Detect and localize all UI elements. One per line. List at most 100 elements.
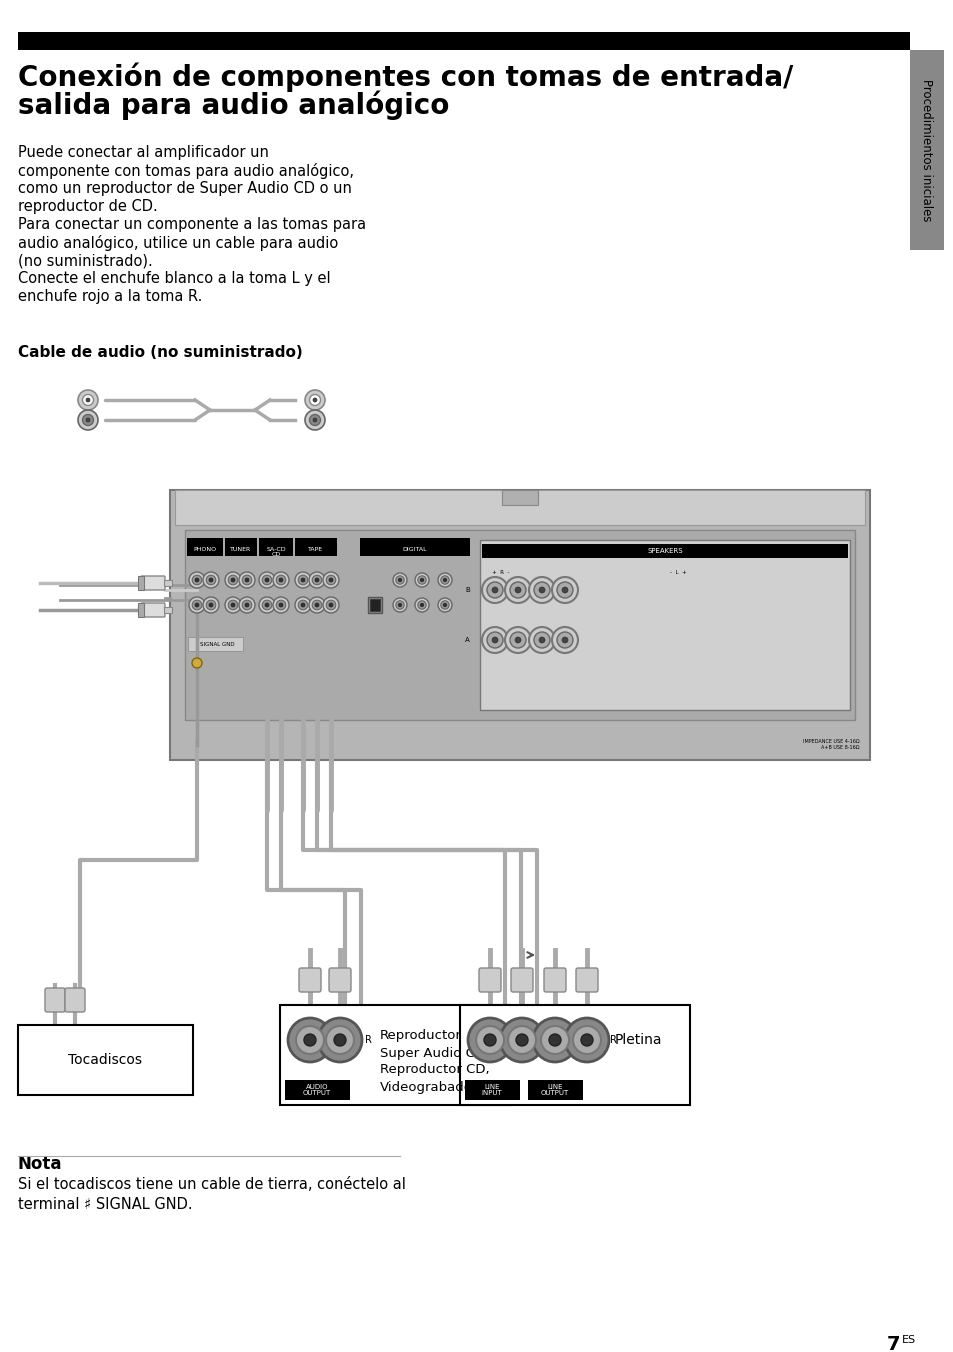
- Circle shape: [313, 397, 316, 402]
- Circle shape: [516, 1034, 527, 1046]
- Circle shape: [225, 572, 241, 588]
- Text: ♯: ♯: [194, 658, 199, 668]
- Text: L: L: [578, 1036, 583, 1045]
- Circle shape: [395, 600, 404, 610]
- Circle shape: [206, 600, 215, 610]
- Circle shape: [273, 598, 289, 612]
- Text: salida para audio analógico: salida para audio analógico: [18, 91, 449, 119]
- Text: TAPE: TAPE: [308, 548, 323, 552]
- Circle shape: [548, 1034, 560, 1046]
- Circle shape: [295, 1026, 324, 1055]
- Text: (no suministrado).: (no suministrado).: [18, 253, 152, 268]
- Circle shape: [437, 598, 452, 612]
- Circle shape: [203, 572, 219, 588]
- FancyBboxPatch shape: [511, 968, 533, 992]
- Text: Tocadiscos: Tocadiscos: [69, 1053, 142, 1067]
- Circle shape: [189, 598, 205, 612]
- Text: Reproductor: Reproductor: [379, 1029, 461, 1041]
- Bar: [527, 1080, 582, 1101]
- Circle shape: [312, 600, 321, 610]
- Circle shape: [301, 603, 305, 607]
- Circle shape: [288, 1018, 332, 1063]
- Circle shape: [245, 603, 249, 607]
- Circle shape: [393, 573, 407, 587]
- Text: Conexión de componentes con tomas de entrada/: Conexión de componentes con tomas de ent…: [18, 62, 792, 92]
- Circle shape: [397, 603, 401, 607]
- Circle shape: [552, 627, 578, 653]
- Bar: [285, 1080, 350, 1101]
- Circle shape: [309, 598, 325, 612]
- Circle shape: [561, 587, 567, 594]
- Text: +  R  -: + R -: [492, 571, 509, 575]
- Circle shape: [323, 572, 338, 588]
- Bar: [138, 576, 144, 589]
- Circle shape: [538, 637, 544, 644]
- Circle shape: [298, 600, 308, 610]
- Circle shape: [203, 598, 219, 612]
- Text: Conecte el enchufe blanco a la toma L y el: Conecte el enchufe blanco a la toma L y …: [18, 270, 331, 287]
- Circle shape: [225, 598, 241, 612]
- Circle shape: [262, 600, 272, 610]
- Circle shape: [534, 631, 550, 648]
- Circle shape: [486, 631, 502, 648]
- Circle shape: [258, 598, 274, 612]
- Circle shape: [194, 579, 199, 581]
- Circle shape: [194, 603, 199, 607]
- Bar: [174, 489, 864, 525]
- FancyBboxPatch shape: [576, 968, 598, 992]
- Bar: [481, 544, 847, 558]
- Text: Puede conectar al amplificador un: Puede conectar al amplificador un: [18, 145, 269, 160]
- Circle shape: [510, 631, 525, 648]
- Circle shape: [242, 575, 252, 585]
- Circle shape: [298, 575, 308, 585]
- Text: Super Audio CD,: Super Audio CD,: [379, 1046, 489, 1060]
- Circle shape: [313, 418, 316, 422]
- Circle shape: [317, 1018, 361, 1063]
- Text: IMPEDANCE USE 4-16Ω
A+B USE 8-16Ω: IMPEDANCE USE 4-16Ω A+B USE 8-16Ω: [802, 740, 859, 750]
- Bar: [359, 538, 470, 556]
- Circle shape: [189, 572, 205, 588]
- Bar: [280, 1005, 510, 1105]
- Circle shape: [301, 579, 305, 581]
- Text: Nota: Nota: [18, 1155, 63, 1174]
- Circle shape: [515, 637, 520, 644]
- Circle shape: [276, 575, 286, 585]
- Circle shape: [492, 587, 497, 594]
- Circle shape: [395, 576, 404, 584]
- Circle shape: [515, 587, 520, 594]
- Circle shape: [476, 1026, 503, 1055]
- Circle shape: [309, 415, 320, 426]
- Text: LINE
OUTPUT: LINE OUTPUT: [540, 1084, 569, 1096]
- Text: L: L: [513, 1036, 518, 1045]
- Text: DIGITAL: DIGITAL: [402, 548, 427, 552]
- Circle shape: [86, 418, 90, 422]
- FancyBboxPatch shape: [478, 968, 500, 992]
- Circle shape: [312, 575, 321, 585]
- Circle shape: [417, 600, 426, 610]
- Text: Si el tocadiscos tiene un cable de tierra, conéctelo al: Si el tocadiscos tiene un cable de tierr…: [18, 1178, 405, 1192]
- Circle shape: [529, 627, 555, 653]
- Bar: [18, 1025, 193, 1095]
- Circle shape: [314, 579, 318, 581]
- Circle shape: [231, 579, 234, 581]
- Circle shape: [314, 603, 318, 607]
- Text: R: R: [609, 1036, 617, 1045]
- Bar: [368, 598, 381, 612]
- FancyBboxPatch shape: [543, 968, 565, 992]
- Circle shape: [326, 1026, 354, 1055]
- Circle shape: [228, 575, 237, 585]
- Circle shape: [397, 579, 401, 581]
- FancyBboxPatch shape: [45, 988, 65, 1013]
- Circle shape: [82, 415, 93, 426]
- Circle shape: [557, 631, 573, 648]
- FancyBboxPatch shape: [65, 988, 85, 1013]
- Bar: [501, 489, 537, 506]
- Text: A: A: [465, 637, 470, 644]
- Circle shape: [561, 637, 567, 644]
- Circle shape: [82, 395, 93, 406]
- Text: 7: 7: [885, 1334, 899, 1352]
- Circle shape: [309, 572, 325, 588]
- Text: componente con tomas para audio analógico,: componente con tomas para audio analógic…: [18, 164, 354, 178]
- Circle shape: [483, 1034, 496, 1046]
- Circle shape: [552, 577, 578, 603]
